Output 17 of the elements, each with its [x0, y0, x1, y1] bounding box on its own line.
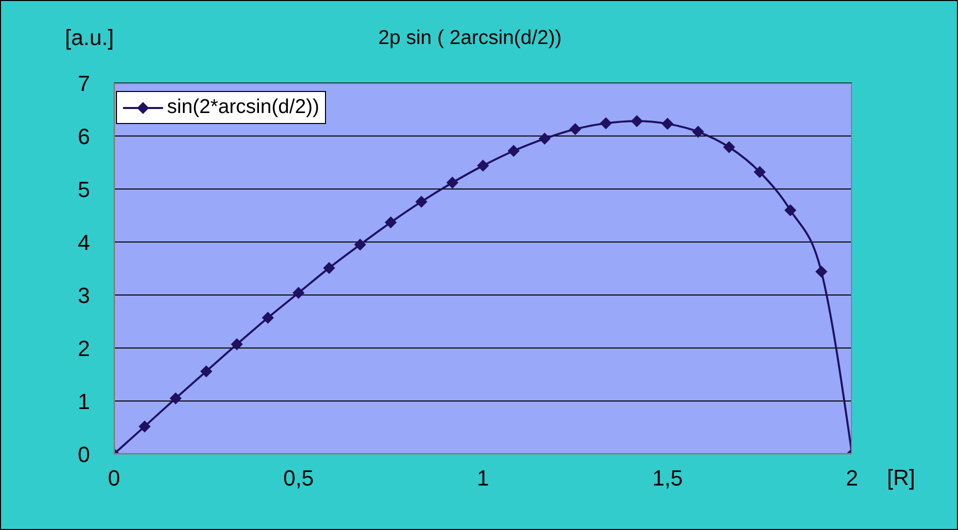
x-tick-label: 0,5: [283, 466, 314, 491]
y-tick-label: 4: [78, 230, 90, 255]
x-tick-label: 0: [108, 466, 120, 491]
x-tick-label: 1,5: [652, 466, 683, 491]
y-tick-label: 0: [78, 442, 90, 467]
x-axis-title: [R]: [887, 465, 916, 491]
y-tick-label: 3: [78, 282, 90, 308]
y-tick-label: 6: [78, 124, 90, 149]
y-tick-label: 7: [78, 70, 90, 96]
legend-label: sin(2*arcsin(d/2)): [167, 96, 320, 119]
y-tick-label: 2: [78, 336, 90, 361]
chart-title: 2p sin ( 2arcsin(d/2)): [378, 27, 562, 49]
y-tick-label: 1: [78, 388, 90, 414]
x-tick-label: 2: [846, 466, 858, 491]
y-axis-title: [a.u.]: [65, 25, 114, 51]
x-tick-label: 1: [476, 466, 490, 491]
y-tick-label: 5: [78, 176, 90, 202]
